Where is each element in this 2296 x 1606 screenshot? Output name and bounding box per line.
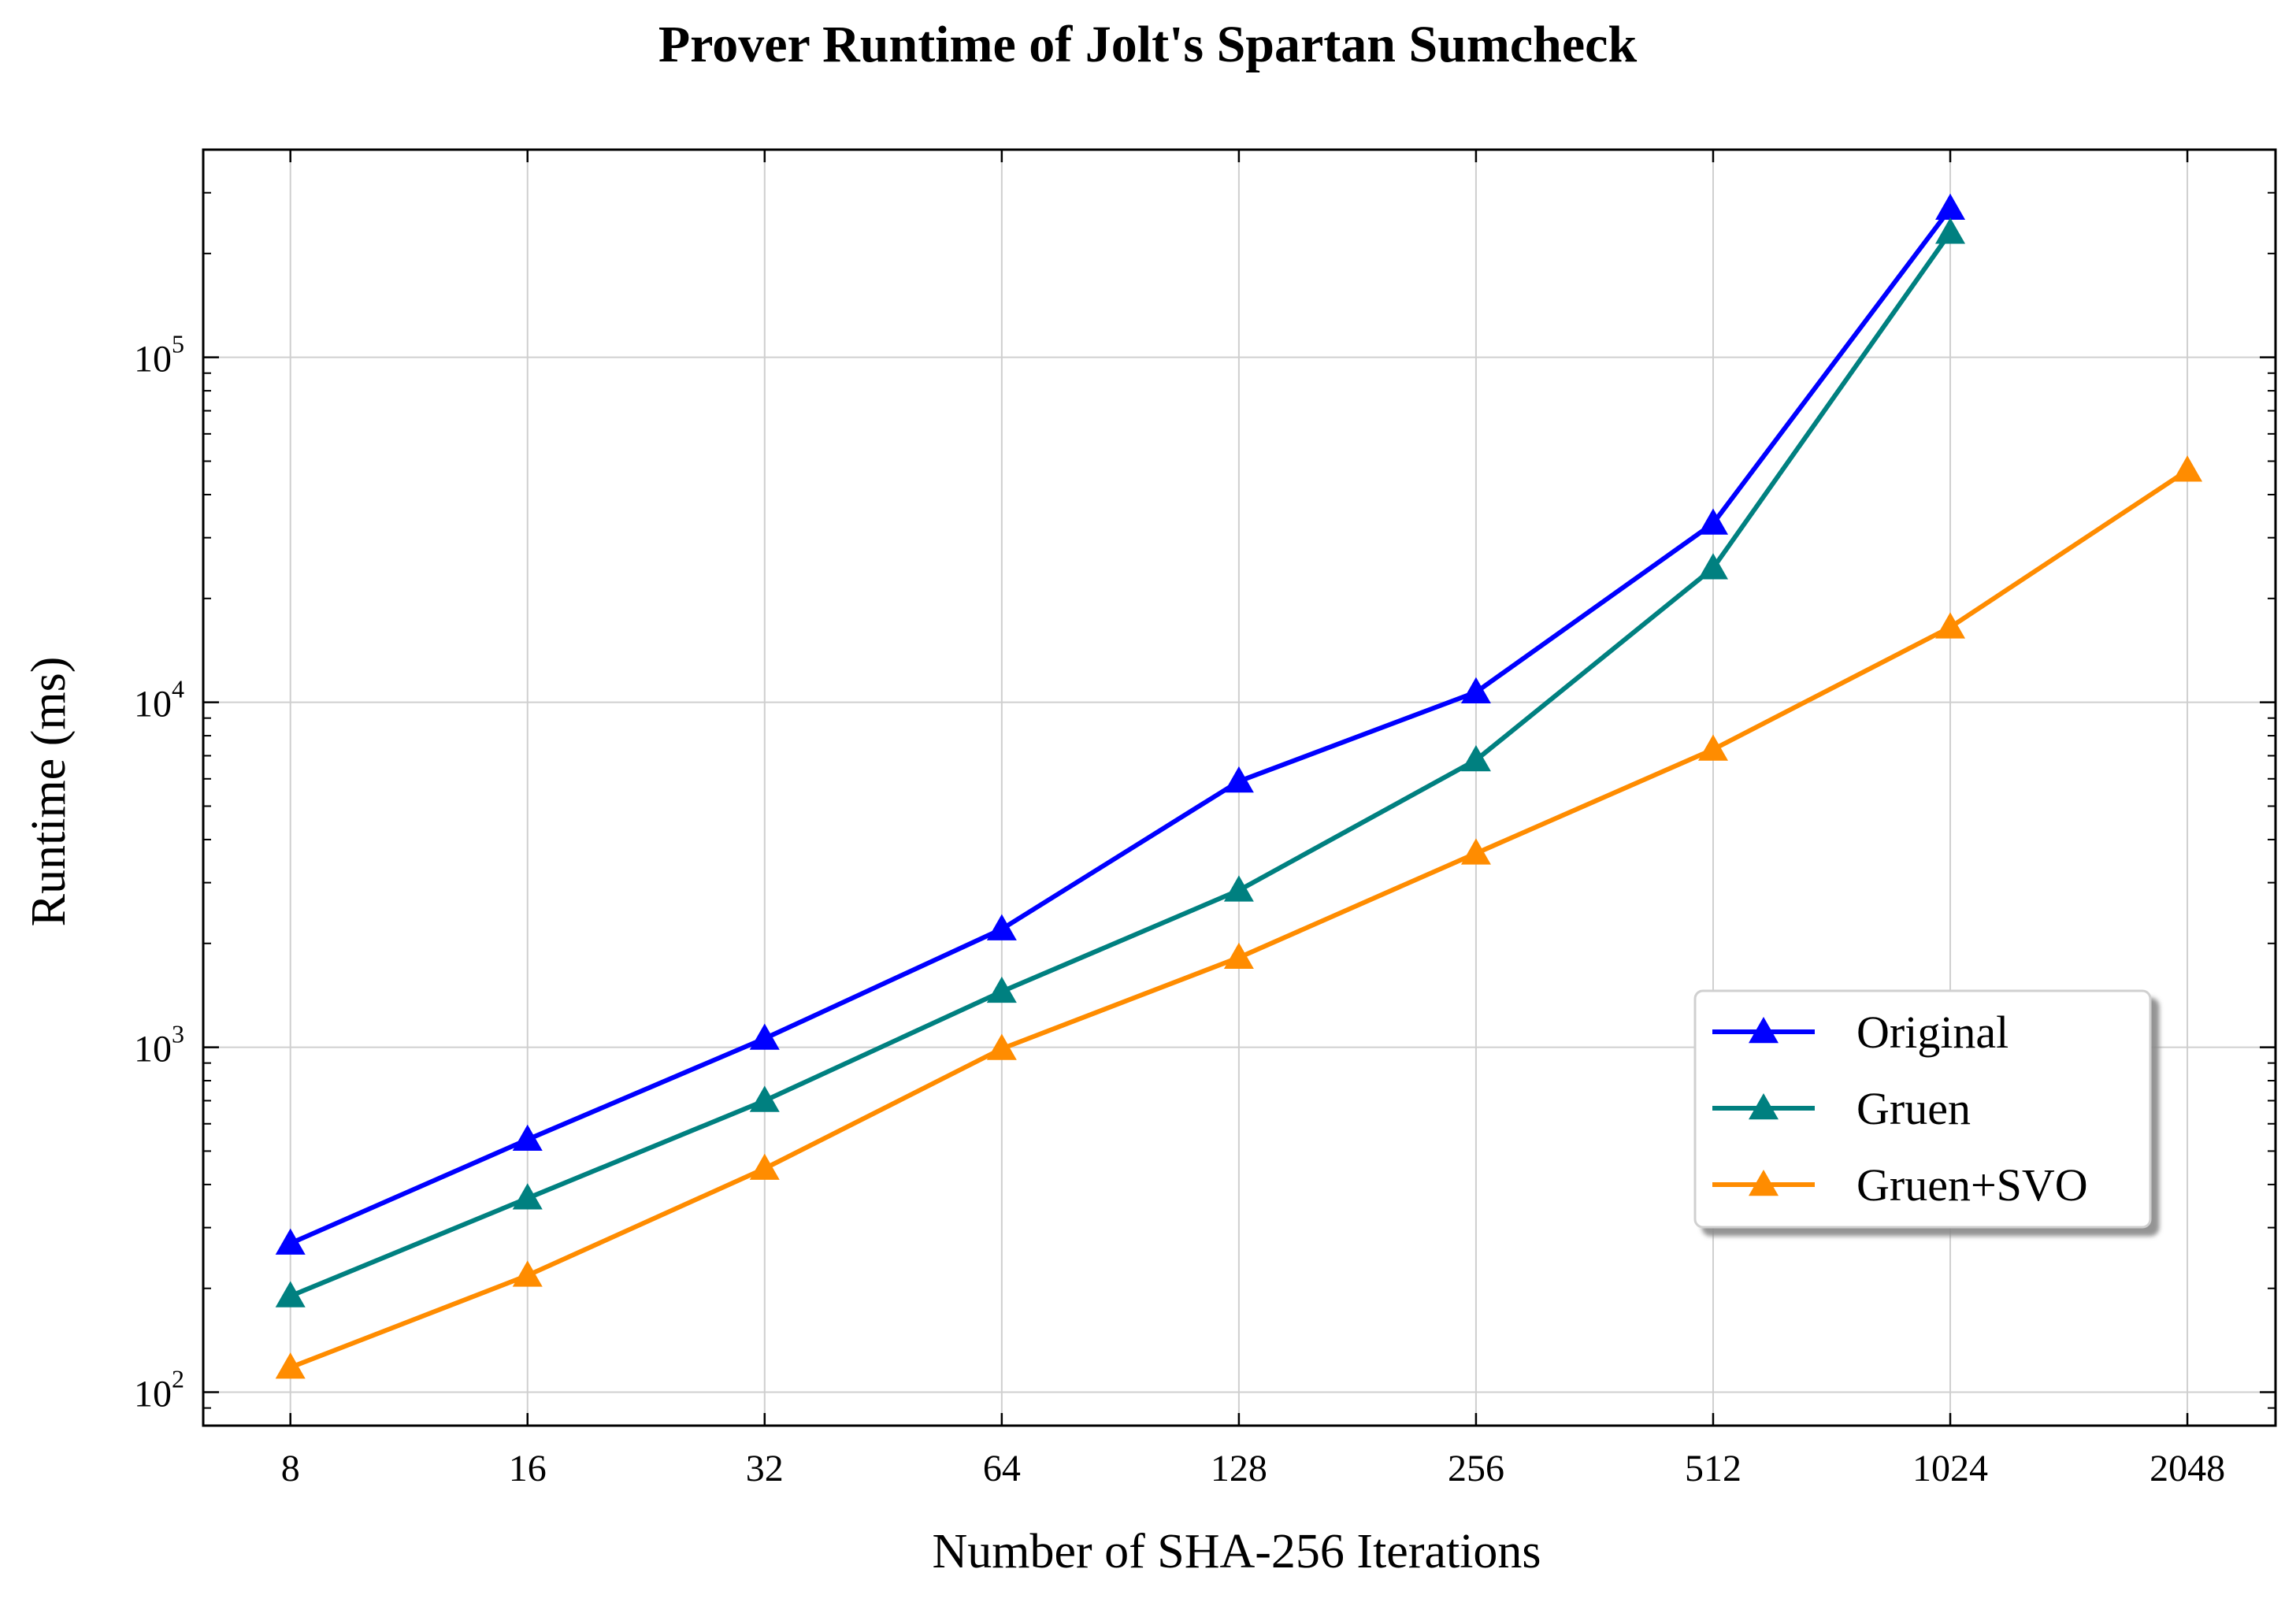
y-tick-base: 10 — [134, 1374, 172, 1415]
x-tick-label: 16 — [509, 1448, 547, 1489]
legend-marker — [1749, 1093, 1779, 1120]
data-point — [512, 1124, 543, 1152]
y-tick-label: 105 — [134, 330, 184, 380]
data-point — [986, 976, 1017, 1003]
x-tick-label: 2048 — [2149, 1448, 2225, 1489]
data-point — [1460, 838, 1491, 865]
data-point — [749, 1023, 780, 1050]
x-axis-label: Number of SHA-256 Iterations — [932, 1525, 1541, 1578]
data-point — [986, 1033, 1017, 1060]
y-tick-label: 104 — [134, 675, 184, 725]
x-tick-label: 8 — [281, 1448, 300, 1489]
legend-marker — [1749, 1017, 1779, 1044]
chart-title: Prover Runtime of Jolt's Spartan Sumchec… — [658, 16, 1638, 73]
data-point — [512, 1183, 543, 1210]
y-tick-exponent: 3 — [172, 1020, 184, 1048]
data-point — [1460, 744, 1491, 772]
y-tick-exponent: 4 — [172, 675, 184, 703]
data-point — [1935, 193, 1966, 221]
data-point — [512, 1260, 543, 1287]
data-point — [1223, 875, 1254, 902]
legend-label: Gruen+SVO — [1856, 1159, 2088, 1211]
data-point — [749, 1153, 780, 1180]
plot-frame — [202, 148, 2277, 1427]
data-point — [1935, 217, 1966, 244]
data-point — [1460, 677, 1491, 704]
data-point — [2172, 455, 2203, 482]
y-tick-label: 102 — [134, 1365, 184, 1415]
x-tick-label: 512 — [1685, 1448, 1741, 1489]
series-line-gruen — [289, 231, 1953, 1299]
y-tick-exponent: 2 — [172, 1365, 184, 1393]
x-tick-label: 64 — [983, 1448, 1021, 1489]
y-tick-base: 10 — [134, 339, 172, 380]
x-tick-label: 256 — [1448, 1448, 1504, 1489]
y-tick-base: 10 — [134, 684, 172, 725]
legend-label: Original — [1856, 1007, 2009, 1058]
series-group — [275, 193, 2203, 1379]
x-tick-label: 32 — [746, 1448, 784, 1489]
data-point — [1697, 734, 1728, 761]
data-point — [986, 914, 1017, 940]
axis-ticks — [203, 149, 2276, 1426]
y-axis-label: Runtime (ms) — [22, 657, 76, 927]
data-point — [1223, 942, 1254, 969]
series-line-original — [289, 206, 1953, 1246]
data-point — [749, 1085, 780, 1112]
data-point — [1697, 508, 1728, 535]
data-point — [1935, 612, 1966, 639]
data-point — [1697, 553, 1728, 580]
data-point — [1223, 766, 1254, 793]
data-point — [275, 1228, 306, 1255]
legend-label: Gruen — [1856, 1083, 1971, 1134]
y-tick-base: 10 — [134, 1029, 172, 1070]
x-tick-label: 1024 — [1912, 1448, 1988, 1489]
legend-marker — [1749, 1170, 1779, 1196]
data-point — [275, 1281, 306, 1307]
y-tick-exponent: 5 — [172, 330, 184, 358]
data-point — [275, 1352, 306, 1379]
legend: Original Gruen Gruen+SVO — [1693, 989, 2152, 1229]
x-tick-label: 128 — [1211, 1448, 1267, 1489]
legend-box — [1693, 989, 2152, 1229]
y-tick-label: 103 — [134, 1020, 184, 1070]
